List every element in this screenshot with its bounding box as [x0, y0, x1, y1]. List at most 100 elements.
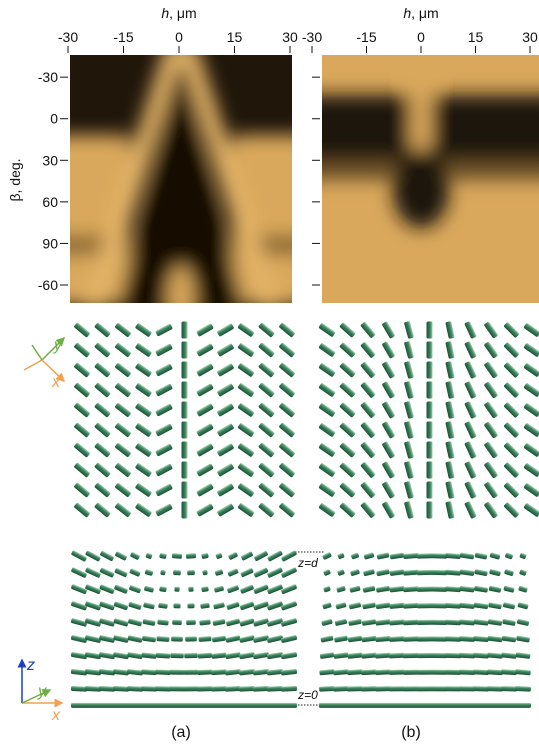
- director-rod: [170, 670, 185, 675]
- director-rod: [445, 321, 454, 339]
- director-rod: [226, 618, 241, 626]
- director-rod: [196, 443, 214, 457]
- director-rod: [459, 586, 474, 593]
- director-rod: [523, 483, 539, 498]
- director-rod: [460, 569, 475, 576]
- director-rod: [360, 482, 376, 499]
- director-rod: [114, 402, 131, 417]
- director-rod: [279, 482, 296, 498]
- director-rod: [323, 569, 331, 576]
- director-rod: [404, 401, 414, 419]
- director-rod: [267, 618, 284, 627]
- x-tick-label: 0: [417, 29, 425, 45]
- director-rod: [389, 686, 405, 691]
- director-rod: [196, 503, 214, 517]
- director-rod: [237, 463, 254, 478]
- director-rod: [127, 635, 142, 643]
- director-rod: [217, 463, 235, 477]
- director-rod: [361, 636, 376, 643]
- director-rod: [127, 652, 143, 659]
- director-rod: [474, 602, 489, 609]
- director-rod: [225, 652, 241, 659]
- director-rod: [135, 363, 152, 378]
- director-rod: [279, 462, 296, 478]
- director-rod: [237, 403, 254, 418]
- director-rod: [182, 322, 188, 339]
- director-rod: [114, 442, 131, 457]
- director-rod: [143, 602, 155, 609]
- director-rod: [503, 482, 519, 498]
- director-rod: [350, 569, 360, 576]
- director-rod: [473, 669, 489, 675]
- director-rod: [363, 586, 376, 593]
- director-rod: [339, 382, 356, 398]
- director-rod: [239, 669, 255, 676]
- director-rod: [267, 703, 283, 708]
- director-rod: [445, 381, 454, 399]
- director-rod: [254, 550, 269, 561]
- director-rod: [334, 652, 349, 659]
- director-rod: [404, 361, 414, 379]
- director-rod: [85, 601, 102, 611]
- layer-labels: z=d z=0: [292, 552, 324, 705]
- director-rod: [71, 669, 87, 676]
- director-rod: [225, 686, 241, 692]
- director-rod: [113, 686, 129, 692]
- director-rod: [318, 423, 335, 438]
- director-rod: [182, 482, 188, 499]
- director-rod: [445, 603, 461, 609]
- director-rod: [445, 670, 461, 675]
- director-rod: [523, 363, 539, 378]
- director-rod: [417, 636, 433, 641]
- director-rod: [318, 463, 335, 478]
- director-rod: [347, 652, 362, 659]
- director-rod: [473, 686, 489, 691]
- director-rod: [217, 443, 235, 457]
- director-rod: [258, 442, 275, 458]
- director-rod: [431, 603, 447, 608]
- director-rod: [417, 603, 433, 608]
- director-rod: [334, 635, 348, 642]
- director-rod: [389, 619, 405, 625]
- director-rod: [217, 423, 235, 437]
- director-rod: [503, 442, 519, 458]
- director-rod: [281, 618, 298, 627]
- director-rod: [188, 587, 193, 592]
- director-rod: [226, 602, 240, 611]
- director-rod: [99, 618, 115, 627]
- director-rod: [135, 483, 152, 498]
- director-rod: [113, 652, 129, 659]
- director-rod: [196, 363, 214, 377]
- director-rod: [239, 686, 255, 692]
- director-rod: [201, 553, 209, 559]
- director-rod: [489, 586, 502, 593]
- director-rod: [267, 635, 284, 643]
- director-rod: [217, 383, 235, 397]
- director-rod: [347, 669, 363, 675]
- director-rod: [94, 322, 111, 338]
- director-rod: [364, 552, 375, 559]
- director-rod: [94, 482, 111, 498]
- director-rod: [71, 567, 88, 578]
- director-rod: [141, 686, 157, 692]
- director-rod: [375, 636, 391, 642]
- director-rod: [333, 686, 349, 692]
- director-rod: [172, 553, 182, 559]
- director-rod: [351, 552, 360, 559]
- director-rod: [279, 422, 296, 438]
- director-rod: [253, 703, 269, 708]
- director-rod: [382, 441, 396, 459]
- director-rod: [502, 636, 517, 643]
- director-rod: [258, 462, 275, 478]
- director-rod: [382, 461, 396, 479]
- director-rod: [431, 620, 447, 625]
- director-rod: [281, 567, 298, 578]
- coordinate-axes-top: y x: [24, 337, 64, 391]
- director-rod: [339, 502, 356, 518]
- director-rod: [503, 422, 519, 438]
- director-rod: [464, 321, 477, 339]
- director-rod: [202, 570, 208, 576]
- director-rod: [473, 703, 489, 708]
- director-rod: [319, 703, 335, 708]
- x-tick-label: 0: [175, 29, 183, 45]
